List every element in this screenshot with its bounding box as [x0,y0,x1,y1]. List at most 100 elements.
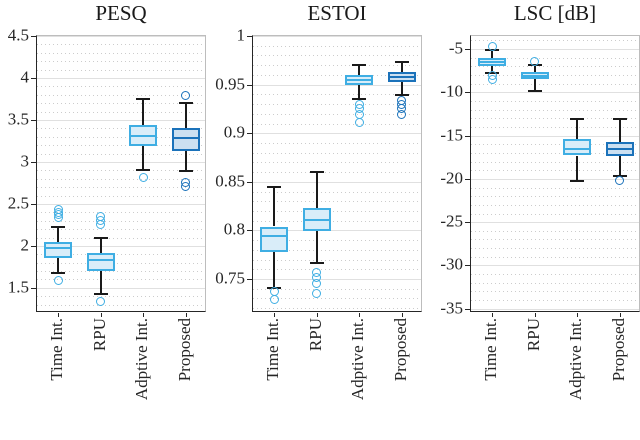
lower-whisker [358,84,361,100]
upper-whisker-cap [136,98,151,100]
median-line [88,259,113,262]
x-tick [316,312,318,317]
major-gridline [471,222,639,224]
minor-gridline [253,45,421,47]
x-tick-label: Proposed [174,318,195,386]
minor-gridline [253,123,421,125]
major-gridline [471,49,639,50]
minor-gridline [253,220,421,222]
major-gridline [471,265,639,267]
minor-gridline [253,104,421,105]
x-tick-label-text: Proposed [174,318,194,382]
median-line [262,235,287,238]
y-tick-label: -10 [440,81,463,101]
upper-whisker [315,172,318,209]
minor-gridline [471,170,639,172]
upper-whisker [184,103,187,129]
outlier-marker [181,91,191,101]
median-line [565,147,590,150]
minor-gridline [471,109,639,111]
median-line [389,75,414,78]
x-tick-label: Time Int. [263,318,283,386]
x-tick-label-text: Proposed [608,318,628,382]
minor-gridline [37,52,205,54]
y-tick-label: -15 [440,125,463,145]
y-tick-label: -30 [440,255,463,275]
x-tick-label: RPU [90,318,110,356]
y-tick [465,222,470,224]
x-tick [143,312,145,317]
x-tick-label: Time Int. [481,318,501,386]
minor-gridline [471,40,639,42]
minor-gridline [471,66,639,68]
median-line [173,137,198,140]
upper-whisker [57,226,60,242]
y-tick [465,135,470,137]
minor-gridline [37,44,205,46]
outlier-marker [615,176,625,186]
x-tick-label-text: Adptive Int. [348,318,368,401]
plot-area-estoi: 0.75 0.8 0.85 0.9 0.95 1 Time Int. RPU Adptive I… [215,27,422,400]
x-tick-label: Proposed [608,318,629,386]
upper-whisker [358,65,361,75]
minor-gridline [37,254,205,256]
x-tick-label-text: Time Int. [481,318,501,381]
upper-whisker-cap [612,118,627,121]
upper-whisker-cap [309,171,324,174]
y-tick-label: 2.5 [7,193,29,213]
minor-gridline [471,274,639,275]
x-tick [274,312,276,317]
x-tick-label: Time Int. [47,318,67,386]
y-tick [247,133,252,135]
major-gridline [471,308,639,310]
plot-title-estoi: ESTOI [307,1,367,25]
minor-gridline [253,288,421,290]
plot-area-pesq: 1.5 2 2.5 3 3.5 4 4.5 Time Int. RPU Adptive Int. P… [8,27,206,400]
x-tick-label-text: Time Int. [47,318,67,381]
minor-gridline [471,230,639,232]
x-tick [100,312,102,317]
y-tick-label: -25 [440,211,463,231]
lower-whisker [533,79,536,91]
minor-gridline [471,152,639,154]
iqr-box [44,241,73,258]
minor-gridline [253,65,421,67]
upper-whisker [576,119,579,139]
major-gridline [37,287,205,289]
minor-gridline [253,298,421,300]
upper-whisker [533,65,536,73]
minor-gridline [471,144,639,146]
major-gridline [253,36,421,37]
minor-gridline [37,237,205,239]
minor-gridline [471,161,639,163]
upper-whisker-cap [394,61,409,64]
x-tick-label: Proposed [391,318,411,386]
minor-gridline [37,103,205,105]
y-tick-label: 0.75 [215,268,245,288]
lower-whisker [273,251,276,288]
minor-gridline [37,212,205,214]
lower-whisker-cap [309,262,324,265]
y-tick-label: -35 [440,298,463,318]
minor-gridline [471,196,639,198]
major-gridline [253,279,421,280]
y-tick-label: 0.8 [223,220,245,240]
minor-gridline [253,201,421,203]
y-tick-label: -20 [440,168,463,188]
major-gridline [37,36,205,37]
y-tick [247,279,252,280]
x-tick-label-text: Time Int. [263,318,283,381]
minor-gridline [253,259,421,261]
minor-gridline [253,74,421,76]
y-tick [247,36,252,37]
outlier-marker [96,219,106,229]
x-tick [359,312,361,317]
minor-gridline [471,300,639,301]
lower-whisker-cap [570,180,585,183]
minor-gridline [37,220,205,222]
upper-whisker [618,119,621,142]
lower-whisker-cap [93,292,108,295]
y-tick [31,161,36,163]
minor-gridline [37,304,205,306]
